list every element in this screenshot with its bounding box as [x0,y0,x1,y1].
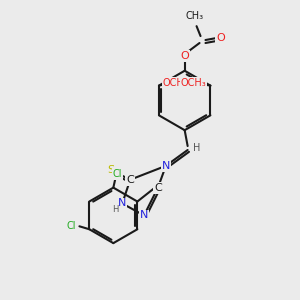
Text: O: O [180,51,189,61]
Text: OCH₃: OCH₃ [163,78,189,88]
Text: H: H [193,143,200,153]
Text: OCH₃: OCH₃ [181,78,206,88]
Text: C: C [154,183,162,193]
Text: N: N [140,210,148,220]
Text: N: N [118,199,126,208]
Text: Cl: Cl [112,169,122,179]
Text: O: O [216,33,225,43]
Text: S: S [107,165,114,175]
Text: H: H [112,205,119,214]
Text: N: N [162,161,170,171]
Text: Cl: Cl [67,221,76,231]
Text: CH₃: CH₃ [185,11,204,21]
Text: C: C [126,175,134,185]
